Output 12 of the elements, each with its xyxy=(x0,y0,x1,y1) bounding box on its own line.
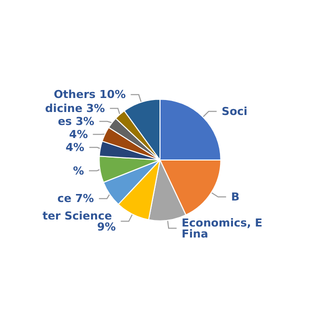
data-label: 4% xyxy=(66,140,84,154)
slice-label: ce 7% xyxy=(57,192,94,206)
slice-label: es 3% xyxy=(58,114,94,128)
slice-label: B xyxy=(231,190,240,204)
data-label: 4% xyxy=(69,128,88,141)
slice-label: ter Science xyxy=(42,209,116,222)
data-label: 9% xyxy=(97,220,116,234)
slice-label: Others 10% xyxy=(54,88,126,102)
data-label: % xyxy=(72,164,84,178)
slice-label: Economics, E Fina xyxy=(182,216,266,240)
slice-label: dicine 3% xyxy=(45,102,105,115)
slice-label: Soci xyxy=(222,104,248,118)
